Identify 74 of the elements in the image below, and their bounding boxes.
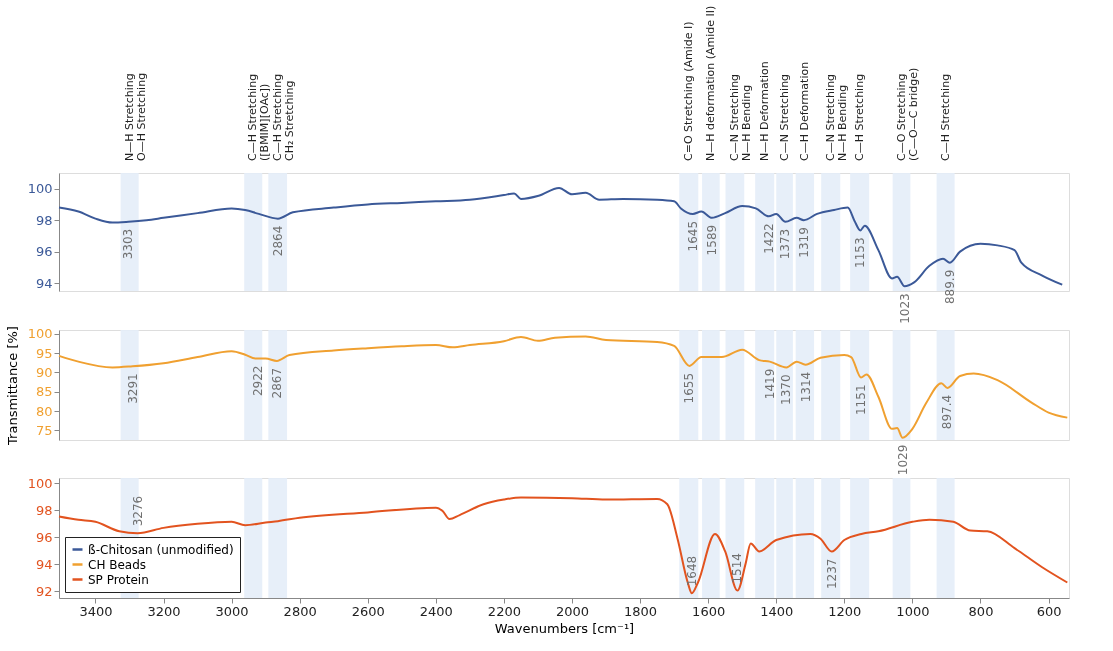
band-label: C—N Stretching	[777, 73, 791, 161]
band-label: N—H Stretching O—H Stretching	[122, 72, 148, 161]
y-axis-title: Transmittance [%]	[4, 326, 20, 446]
line-series	[58, 335, 1069, 439]
annotation: 1514	[730, 553, 745, 584]
y-tick-label: 94	[35, 556, 53, 572]
line-series	[58, 496, 1069, 595]
y-tick-label: 85	[35, 384, 53, 400]
legend-label: SP Protein	[88, 572, 149, 587]
band-label: N—H deformation (Amide II)	[703, 5, 717, 161]
y-tick-label: 90	[35, 364, 53, 380]
y-tick-label: 98	[35, 212, 53, 228]
x-tick-label: 2400	[419, 603, 453, 619]
band-label: C—O Stretching (C—O—C bridge)	[894, 67, 920, 161]
x-tick-label: 2800	[283, 603, 317, 619]
annotation: 1655	[682, 372, 697, 404]
y-tick-label: 94	[35, 275, 53, 291]
y-tick-label: 95	[35, 345, 53, 361]
annotation: 1029	[895, 444, 910, 476]
y-tick-label: 100	[27, 181, 53, 197]
annotation: 1153	[853, 237, 868, 268]
annotation: 2922	[251, 365, 266, 397]
annotation: 1422	[761, 223, 776, 254]
band-label: C—H Stretching	[852, 73, 866, 161]
annotation: 1023	[897, 293, 912, 324]
annotation: 1151	[854, 384, 869, 416]
annotation: 1645	[685, 220, 700, 252]
y-tick-label: 96	[35, 529, 53, 545]
band-label: N—H Deformation	[757, 61, 771, 161]
y-tick-label: 96	[35, 244, 53, 260]
x-tick-label: 3000	[215, 603, 249, 619]
legend-label: CH Beads	[88, 557, 147, 572]
y-tick-label: 80	[35, 403, 53, 419]
x-tick-label: 2200	[487, 603, 521, 619]
annotation: 2864	[270, 225, 285, 257]
band-label: C—N Stretching N—H Bending	[823, 73, 849, 161]
x-tick-label: 800	[968, 603, 994, 619]
x-tick-label: 3400	[79, 603, 113, 619]
annotation: 1319	[796, 227, 811, 258]
x-tick-label: 1600	[692, 603, 726, 619]
x-tick-label: 1400	[760, 603, 794, 619]
annotation: 1648	[684, 555, 699, 587]
y-tick-label: 98	[35, 502, 53, 518]
x-tick-label: 1200	[828, 603, 862, 619]
band-label: C—H Stretching ([BMIM][OAc])	[246, 73, 272, 161]
band-label: C—H Deformation	[797, 61, 811, 161]
annotation: 897.4	[940, 394, 955, 430]
annotation: 889.9	[942, 269, 957, 305]
annotation: 1370	[779, 374, 794, 405]
annotation: 1373	[778, 228, 793, 260]
annotation: 1589	[704, 224, 719, 256]
annotation: 1314	[798, 371, 813, 403]
band-label: C—H Stretching CH₂ Stretching	[270, 73, 296, 161]
x-tick-label: 2600	[351, 603, 385, 619]
annotation: 2867	[269, 367, 284, 399]
x-tick-label: 1000	[896, 603, 930, 619]
annotation: 3303	[121, 228, 136, 260]
annotation: 1419	[762, 368, 777, 400]
band-label: C—H Stretching	[938, 73, 952, 161]
x-axis-title: Wavenumbers [cm⁻¹]	[494, 620, 635, 636]
legend-label: ß-Chitosan (unmodified)	[88, 542, 234, 557]
x-tick-label: 1800	[624, 603, 658, 619]
x-tick-label: 600	[1036, 603, 1062, 619]
y-tick-label: 100	[27, 475, 53, 491]
annotation: 1237	[824, 558, 839, 590]
x-tick-label: 3200	[147, 603, 181, 619]
band-label: C—N Stretching N—H Bending	[727, 73, 753, 161]
annotation: 3276	[130, 495, 145, 527]
x-tick-label: 2000	[555, 603, 590, 619]
annotation: 3291	[125, 373, 140, 404]
y-tick-label: 100	[27, 326, 53, 342]
y-tick-label: 92	[35, 583, 53, 599]
band-label: C=O Stretching (Amide I)	[681, 21, 695, 161]
y-tick-label: 75	[35, 422, 53, 438]
